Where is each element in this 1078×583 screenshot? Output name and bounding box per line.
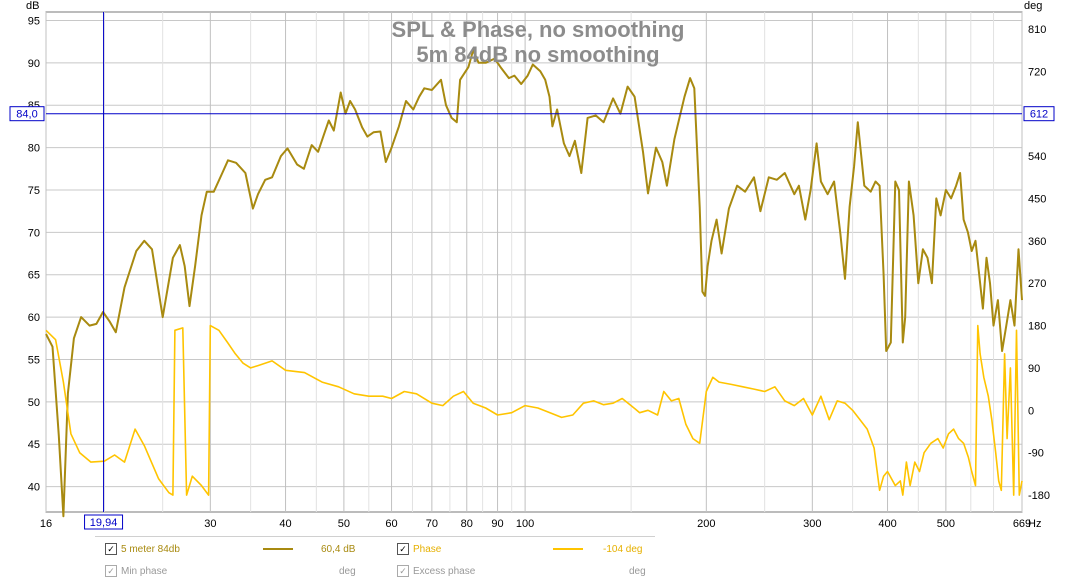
x-tick-label: 400	[878, 518, 896, 530]
x-tick-label: 60	[385, 518, 397, 530]
spl-phase-chart: 404550556065707580859095-180-90090180270…	[9, 0, 1055, 530]
y-axis-right-label: deg	[1024, 0, 1042, 12]
legend-row-2: ✓ Min phase deg ✓ Excess phase deg	[95, 561, 655, 581]
x-tick-label: 100	[516, 518, 534, 530]
legend-swatch-phase	[553, 548, 583, 550]
y-right-tick-label: 180	[1028, 321, 1046, 333]
legend-item-phase[interactable]: ✓ Phase	[397, 539, 441, 559]
legend-value-excess-phase: deg	[629, 565, 646, 577]
x-tick-label: 30	[204, 518, 216, 530]
y-right-tick-label: 540	[1028, 151, 1046, 163]
cursor-y-left-label: 84,0	[16, 109, 37, 121]
cursor-x-label: 19,94	[90, 517, 118, 529]
legend-value-phase-wrap: -104 deg	[603, 539, 642, 559]
x-tick-label: 80	[461, 518, 473, 530]
y-right-tick-label: 90	[1028, 363, 1040, 375]
plot-area[interactable]	[45, 49, 1023, 518]
x-tick-label: 90	[491, 518, 503, 530]
x-tick-label: 500	[937, 518, 955, 530]
cursor-y-right-label-box	[1023, 106, 1055, 122]
y-right-tick-label: 360	[1028, 236, 1046, 248]
checkbox-excess-phase[interactable]: ✓	[397, 565, 409, 577]
legend-value-phase: -104 deg	[603, 543, 643, 555]
chart-title: SPL & Phase, no smoothing	[392, 17, 685, 42]
legend-row-1: ✓ 5 meter 84db 60,4 dB ✓ Phase -104 deg	[95, 539, 655, 559]
legend-label-phase: Phase	[413, 543, 442, 555]
x-tick-label: 70	[426, 518, 438, 530]
y-left-tick-label: 55	[28, 354, 40, 366]
cursor-y-left-label-box	[9, 106, 45, 122]
x-tick-label: 669	[1013, 518, 1031, 530]
y-left-tick-label: 50	[28, 397, 40, 409]
y-left-tick-label: 90	[28, 58, 40, 70]
legend-value-min-phase: deg	[339, 565, 356, 577]
checkbox-min-phase[interactable]: ✓	[105, 565, 117, 577]
x-tick-label: 16	[40, 518, 52, 530]
plot-frame	[45, 11, 1023, 513]
legend-value-min-phase-wrap: deg	[339, 561, 356, 581]
legend-label-min-phase: Min phase	[121, 565, 168, 577]
legend-label-excess-phase: Excess phase	[413, 565, 476, 577]
y-left-tick-label: 75	[28, 185, 40, 197]
x-tick-label: 50	[338, 518, 350, 530]
x-tick-label: 40	[279, 518, 291, 530]
legend-value-excess-phase-wrap: deg	[629, 561, 646, 581]
series-line-spl	[45, 49, 1023, 518]
legend-item-min-phase[interactable]: ✓ Min phase	[105, 561, 167, 581]
y-left-tick-label: 80	[28, 143, 40, 155]
legend-label-spl: 5 meter 84db	[121, 543, 180, 555]
checkbox-spl[interactable]: ✓	[105, 543, 117, 555]
x-tick-label: 300	[803, 518, 821, 530]
legend-value-spl-wrap: 60,4 dB	[321, 539, 355, 559]
y-right-tick-label: 270	[1028, 278, 1046, 290]
y-left-tick-label: 60	[28, 312, 40, 324]
legend: ✓ 5 meter 84db 60,4 dB ✓ Phase -104 deg …	[95, 536, 655, 583]
cursor[interactable]: 19,94 84,0 612	[9, 12, 1055, 530]
y-right-tick-label: 450	[1028, 193, 1046, 205]
legend-swatch-spl	[263, 548, 293, 550]
y-right-tick-label: 810	[1028, 24, 1046, 36]
series-line-phase	[45, 324, 1023, 496]
y-right-tick-label: 720	[1028, 66, 1046, 78]
cursor-y-right-label: 612	[1030, 109, 1048, 121]
checkbox-phase[interactable]: ✓	[397, 543, 409, 555]
y-axis-left-label: dB	[26, 0, 39, 12]
legend-item-excess-phase[interactable]: ✓ Excess phase	[397, 561, 475, 581]
x-tick-label: 200	[697, 518, 715, 530]
legend-item-spl[interactable]: ✓ 5 meter 84db	[105, 539, 180, 559]
legend-value-spl: 60,4 dB	[321, 543, 356, 555]
y-left-tick-label: 45	[28, 439, 40, 451]
y-left-tick-label: 40	[28, 482, 40, 494]
axis-ticks: 404550556065707580859095-180-90090180270…	[28, 15, 1050, 530]
y-left-tick-label: 65	[28, 270, 40, 282]
cursor-x-label-box	[84, 514, 124, 530]
x-axis-label: Hz	[1028, 518, 1041, 530]
y-right-tick-label: 0	[1028, 405, 1034, 417]
grid	[45, 11, 1023, 513]
chart-subtitle: 5m 84dB no smoothing	[416, 42, 659, 67]
y-right-tick-label: -90	[1028, 448, 1044, 460]
y-right-tick-label: -180	[1028, 490, 1050, 502]
y-left-tick-label: 70	[28, 227, 40, 239]
y-left-tick-label: 95	[28, 15, 40, 27]
